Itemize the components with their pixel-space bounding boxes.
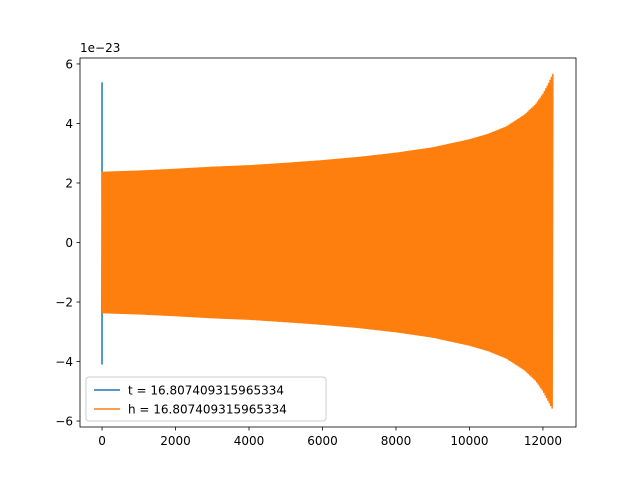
y-tick-label: 2 [65, 176, 73, 190]
legend: t = 16.807409315965334 h = 16.80740931596… [85, 376, 327, 422]
y-tick-label: −4 [55, 355, 73, 369]
y-tick-label: 4 [65, 117, 73, 131]
series-h-line [101, 73, 554, 409]
y-tick-label: −2 [55, 296, 73, 310]
x-tick-label: 6000 [307, 434, 338, 448]
x-tick-label: 4000 [234, 434, 265, 448]
x-tick-label: 10000 [450, 434, 488, 448]
legend-label: h = 16.807409315965334 [128, 403, 287, 417]
y-tick-label: 0 [65, 236, 73, 250]
axis-ticks: 0 2000 4000 6000 8000 10000 12000 −6 −4 −2 0 2 4 6 [55, 57, 562, 448]
legend-label: t = 16.807409315965334 [128, 384, 284, 398]
x-tick-label: 8000 [381, 434, 412, 448]
legend-box [85, 376, 327, 422]
y-tick-label: 6 [65, 57, 73, 71]
y-tick-label: −6 [55, 415, 73, 429]
x-tick-label: 0 [98, 434, 106, 448]
plot-area [101, 73, 554, 409]
x-tick-label: 12000 [524, 434, 562, 448]
x-tick-label: 2000 [160, 434, 191, 448]
y-offset-text: 1e−23 [80, 41, 120, 55]
